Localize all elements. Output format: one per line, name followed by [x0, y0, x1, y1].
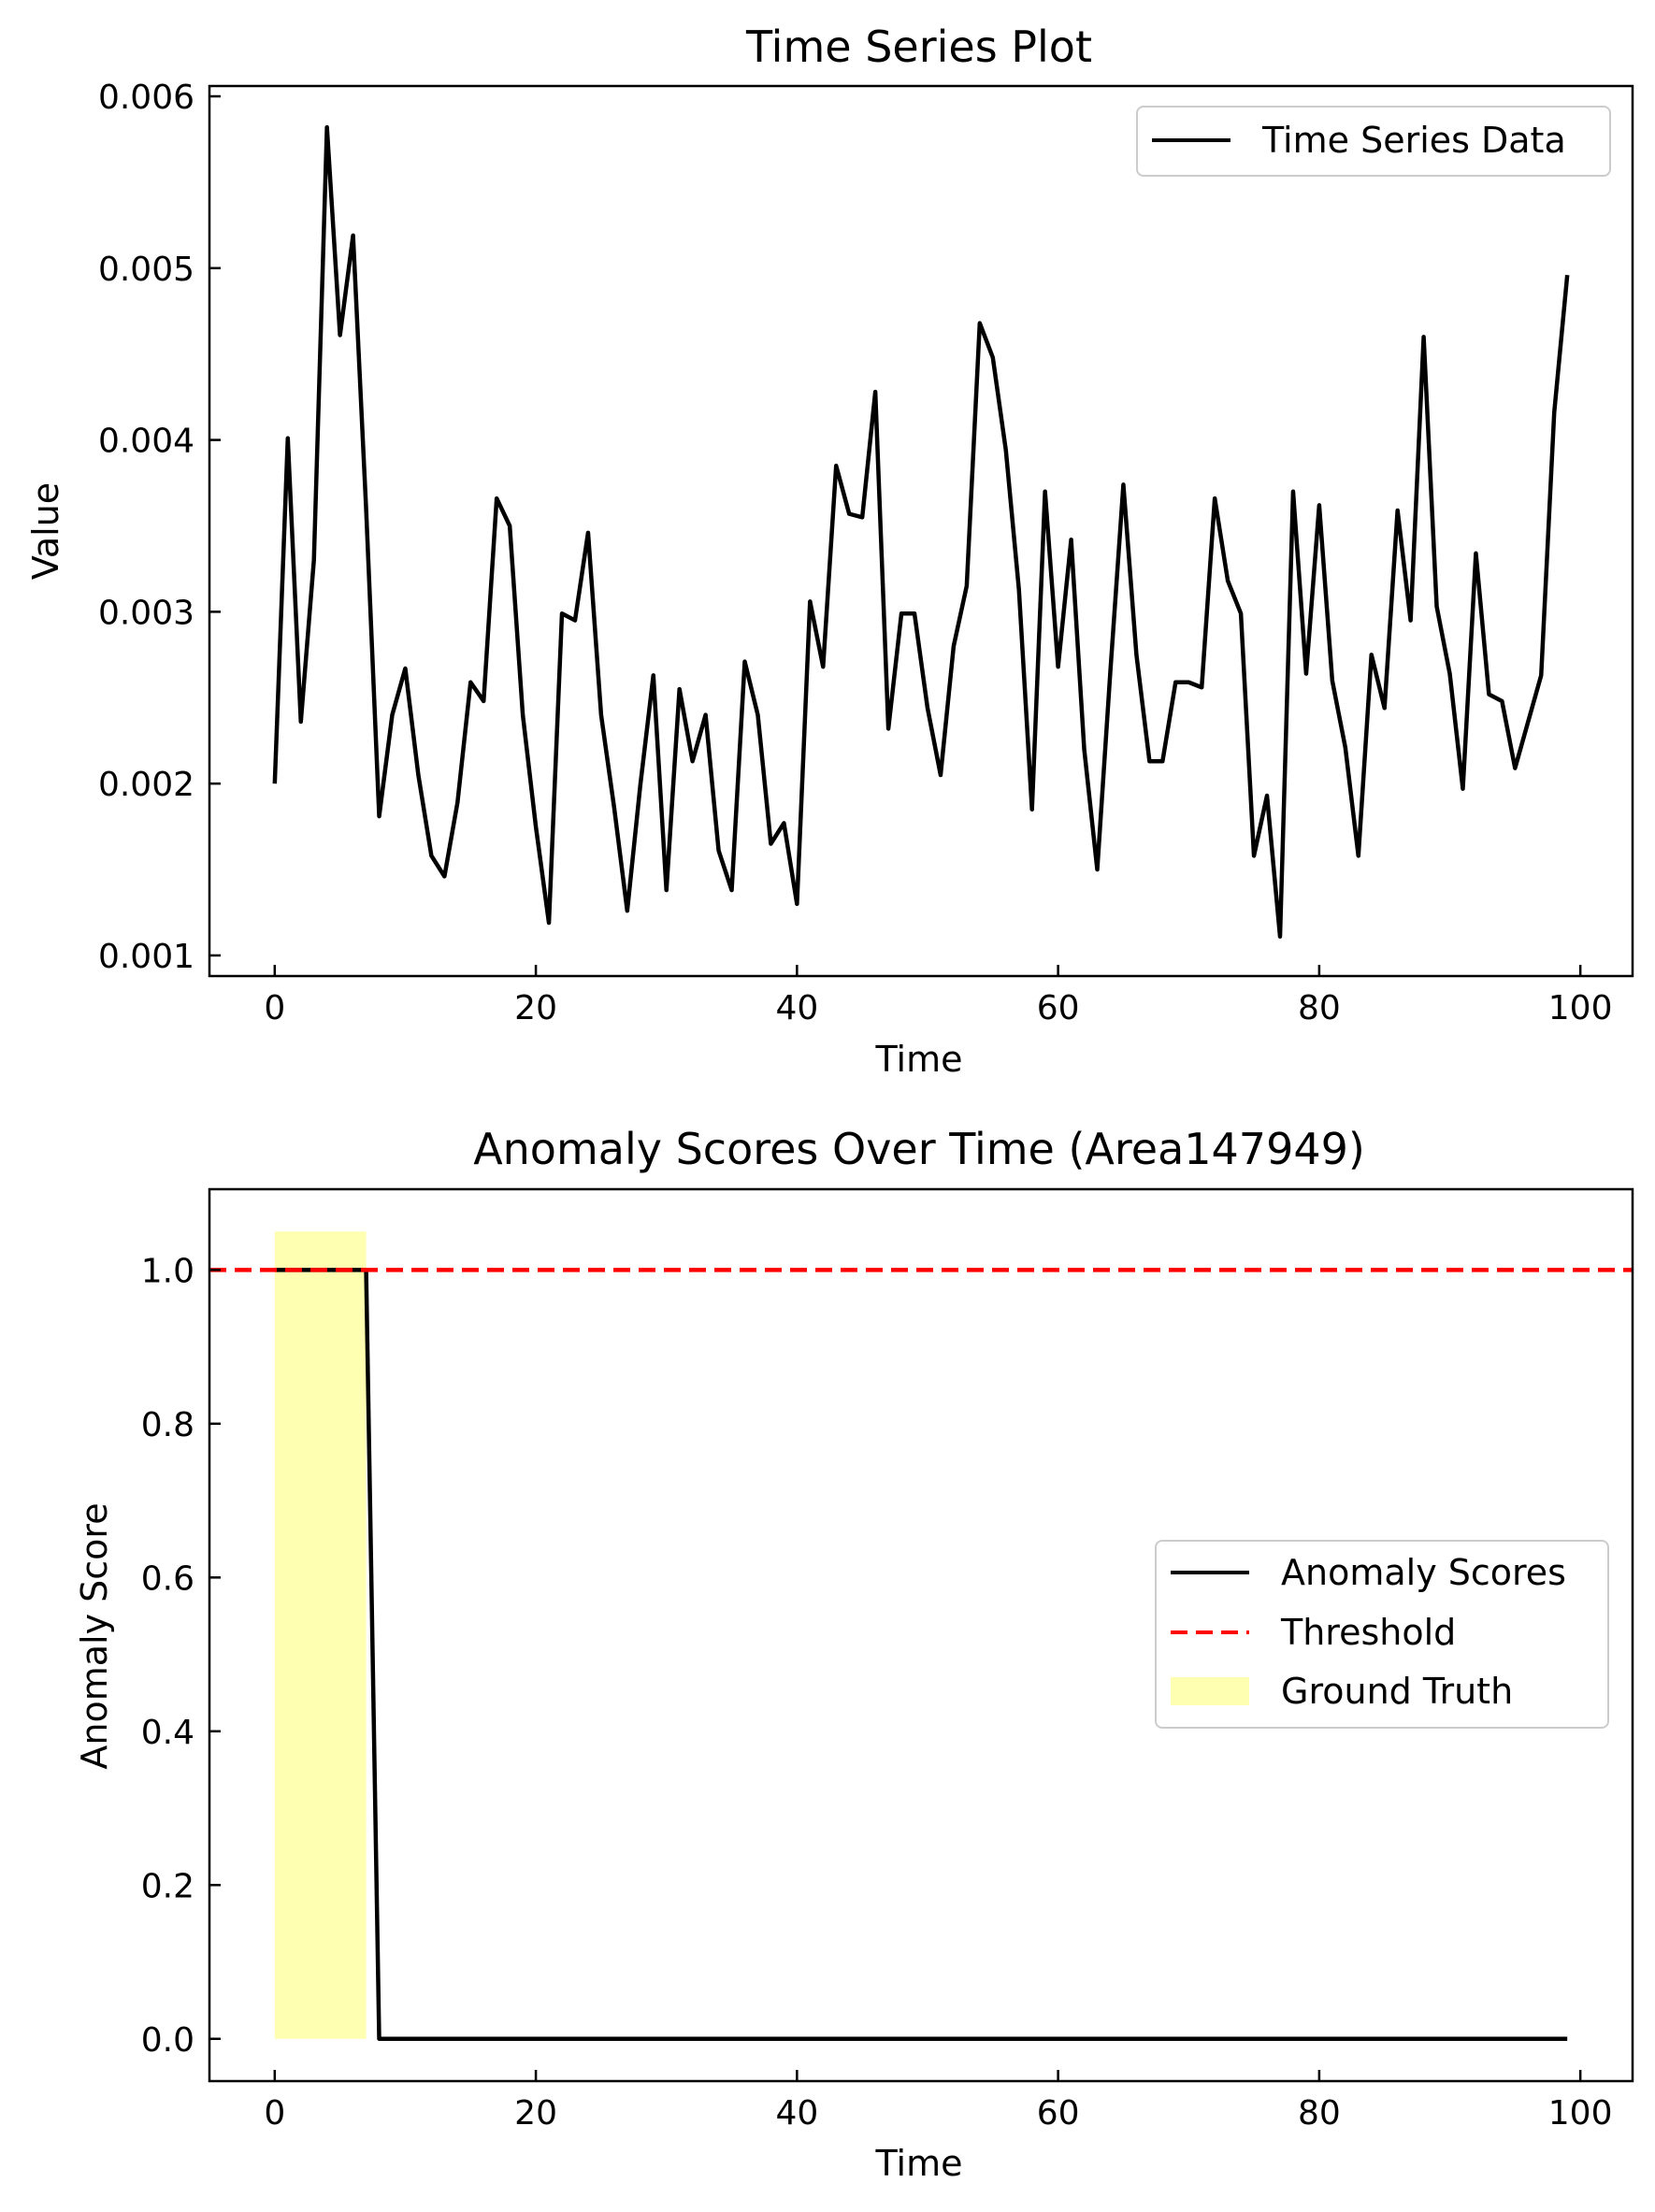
- chart-title: Anomaly Scores Over Time (Area147949): [473, 1124, 1365, 1174]
- legend-label-time-series: Time Series Data: [1261, 120, 1566, 161]
- legend-label-ground-truth: Ground Truth: [1281, 1671, 1513, 1712]
- x-tick-label: 100: [1548, 989, 1613, 1027]
- plot-frame: [208, 84, 1634, 978]
- x-tick-label: 60: [1037, 989, 1080, 1027]
- x-axis-label: Time: [875, 1039, 963, 1080]
- x-tick-label: 80: [1298, 989, 1341, 1027]
- legend-label-threshold: Threshold: [1280, 1612, 1456, 1653]
- ground-truth-span: [274, 1231, 367, 2039]
- chart-title: Time Series Plot: [745, 22, 1092, 72]
- x-tick-label: 40: [775, 2094, 818, 2133]
- x-tick-label: 60: [1037, 2094, 1080, 2133]
- legend: Anomaly Scores Threshold Ground Truth: [1155, 1540, 1609, 1729]
- x-tick-label: 20: [514, 989, 557, 1027]
- y-tick-label: 1.0: [141, 1252, 194, 1290]
- y-tick-label: 0.005: [98, 251, 194, 289]
- y-tick-label: 0.4: [141, 1714, 194, 1752]
- y-tick-label: 0.8: [141, 1406, 194, 1444]
- legend-swatch-ground-truth: [1171, 1677, 1249, 1705]
- time-series-panel: Time Series Plot 0 20 40 60 80 100 0.001 0.002 0…: [25, 22, 1634, 1080]
- legend-label-anomaly-scores: Anomaly Scores: [1281, 1552, 1566, 1593]
- legend-box: [1155, 1540, 1609, 1729]
- x-tick-label: 0: [264, 989, 285, 1027]
- time-series-line: [272, 124, 1570, 939]
- y-tick-label: 0.003: [98, 594, 194, 632]
- x-tick-label: 0: [264, 2094, 285, 2133]
- legend-box: [1136, 106, 1611, 177]
- legend: Time Series Data: [1136, 106, 1611, 177]
- plot-frame: [208, 1187, 1634, 2083]
- y-tick-label: 0.6: [141, 1559, 194, 1598]
- x-tick-label: 100: [1548, 2094, 1613, 2133]
- x-tick-label: 20: [514, 2094, 557, 2133]
- y-tick-label: 0.2: [141, 1867, 194, 1905]
- y-axis-label: Anomaly Score: [74, 1502, 115, 1769]
- x-axis-label: Time: [875, 2143, 963, 2184]
- x-tick-label: 80: [1298, 2094, 1341, 2133]
- y-tick-label: 0.006: [98, 79, 194, 117]
- x-tick-label: 40: [775, 989, 818, 1027]
- y-tick-label: 0.0: [141, 2021, 194, 2060]
- y-axis-label: Value: [25, 482, 66, 580]
- anomaly-score-panel: Anomaly Scores Over Time (Area147949) 0 2…: [74, 1124, 1634, 2184]
- y-tick-label: 0.001: [98, 938, 194, 976]
- anomaly-score-line: [274, 1268, 1568, 2042]
- y-tick-label: 0.002: [98, 766, 194, 804]
- y-tick-label: 0.004: [98, 423, 194, 461]
